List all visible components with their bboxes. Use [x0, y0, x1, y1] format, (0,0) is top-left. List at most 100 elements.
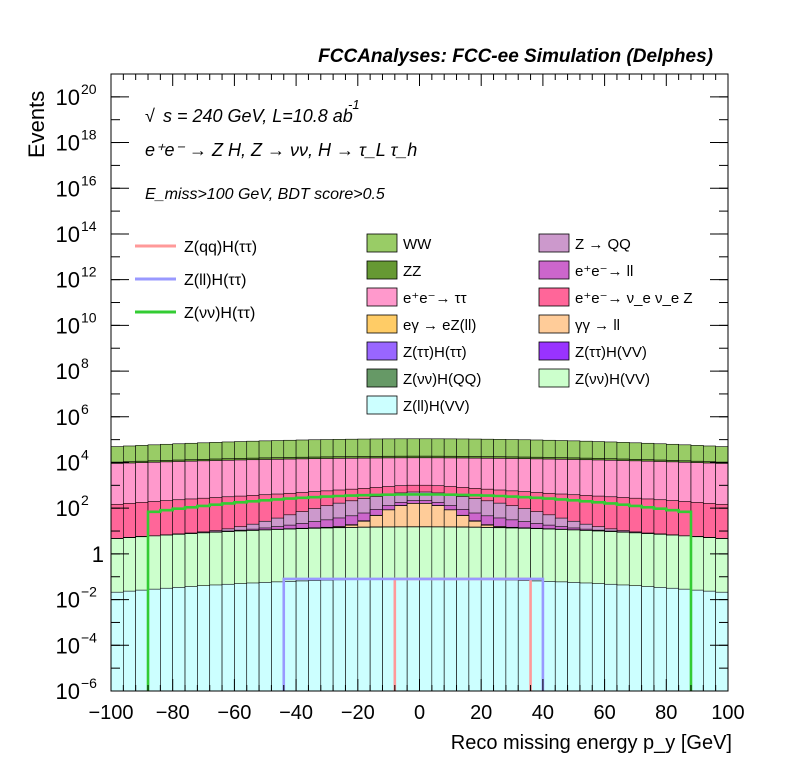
y-tick-exponent: 4 — [81, 446, 89, 462]
legend-swatch — [366, 368, 398, 388]
x-tick-label: 0 — [414, 702, 425, 724]
legend-swatch — [366, 395, 398, 415]
legend-label: e⁺e⁻→ ν_e ν_e Z — [575, 290, 693, 307]
histogram-bar — [480, 579, 494, 692]
legend-line-label: Z(ll)H(ττ) — [184, 272, 246, 289]
signal-line — [282, 577, 545, 691]
legend-label: Z(ll)H(VV) — [403, 398, 470, 415]
x-axis: −100 −80 −60 −40 −20 0 20 40 60 80 100 — [88, 74, 745, 724]
x-tick-label: 60 — [593, 702, 615, 724]
histogram-bar — [641, 586, 655, 692]
process-label: e⁺e⁻ → Z H, Z → νν, H → τ_L τ_h — [145, 140, 417, 160]
histogram-bar — [308, 580, 322, 692]
y-tick-label: 10 — [56, 176, 80, 201]
y-tick-label: 10 — [56, 85, 80, 110]
histogram-bar — [135, 589, 149, 692]
histogram-bar — [703, 590, 716, 692]
legend-swatch — [366, 341, 398, 361]
histogram-bar — [678, 588, 692, 692]
y-tick-label: 10 — [56, 679, 80, 704]
histogram-bar — [530, 580, 544, 692]
legend-swatch — [538, 368, 570, 388]
histogram-bar — [456, 578, 470, 692]
legend-label: Z(ττ)H(VV) — [575, 344, 647, 361]
legend-label: e⁺e⁻→ ll — [575, 263, 633, 280]
histogram-bar — [517, 580, 531, 692]
histogram-bar — [197, 585, 211, 692]
x-tick-label: 40 — [532, 702, 554, 724]
histogram-bar — [209, 584, 223, 692]
legend-swatch — [538, 314, 570, 334]
y-tick-label: 1 — [92, 542, 104, 567]
histogram-bar — [234, 583, 248, 692]
signal-lines — [146, 493, 693, 691]
histogram-bar — [443, 578, 457, 692]
x-tick-label: 80 — [655, 702, 677, 724]
y-tick-label: 10 — [56, 633, 80, 658]
y-tick-exponent: 14 — [81, 218, 97, 234]
histogram-bar — [542, 581, 556, 692]
histogram-bar — [554, 581, 568, 692]
y-tick-label: 10 — [56, 588, 80, 613]
y-tick-exponent: 8 — [81, 355, 89, 371]
sqrt-s-label: √ — [145, 106, 155, 126]
histogram-bar — [493, 579, 507, 692]
histogram-bar — [382, 578, 396, 692]
legend-swatch — [366, 260, 398, 280]
y-tick-exponent: 2 — [81, 492, 89, 508]
legend-swatch — [538, 341, 570, 361]
histogram-bar — [665, 587, 679, 692]
legend: Z(qq)H(ττ) Z(ll)H(ττ) Z(νν)H(ττ) WW Z → QQ ZZ… — [135, 233, 693, 415]
histogram-bar — [147, 588, 161, 692]
histogram-bar — [271, 581, 285, 692]
y-tick-label: 10 — [56, 450, 80, 475]
histogram-bar — [345, 579, 359, 692]
y-tick-exponent: −2 — [81, 584, 97, 600]
x-axis-label: Reco missing energy p_y [GeV] — [451, 732, 732, 754]
legend-label: ZZ — [403, 263, 421, 280]
histogram-bar — [591, 583, 605, 692]
x-tick-label: −20 — [341, 702, 375, 724]
histogram-bar — [406, 578, 420, 692]
annotation-block: √ s = 240 GeV, L=10.8 ab -1 e⁺e⁻ → Z H, … — [145, 97, 417, 203]
x-tick-label: −60 — [217, 702, 251, 724]
y-tick-exponent: −6 — [81, 675, 97, 691]
legend-label: Z(ττ)H(ττ) — [403, 344, 467, 361]
histogram-bar — [283, 581, 297, 692]
histogram-bar — [369, 578, 383, 692]
histogram-bar — [419, 578, 433, 692]
histogram-bar — [505, 579, 519, 692]
histogram-bar — [246, 582, 260, 692]
y-tick-exponent: 10 — [81, 309, 97, 325]
histogram-bar — [579, 582, 593, 692]
x-tick-label: 100 — [711, 702, 744, 724]
histogram-bar — [332, 579, 346, 692]
y-tick-label: 10 — [56, 313, 80, 338]
legend-label: WW — [403, 236, 432, 253]
histogram-bar — [320, 579, 334, 692]
y-tick-label: 10 — [56, 131, 80, 156]
histogram-bar — [604, 583, 618, 692]
legend-label: Z → QQ — [575, 236, 631, 253]
histogram-bar — [567, 582, 581, 692]
histogram-bar — [258, 582, 272, 692]
histogram-bar — [431, 578, 445, 692]
selection-label: E_miss>100 GeV, BDT score>0.5 — [145, 186, 385, 203]
legend-swatch — [538, 233, 570, 253]
y-tick-exponent: −4 — [81, 629, 97, 645]
y-axis-label: Events — [24, 91, 49, 158]
histogram-bar — [690, 589, 704, 692]
x-tick-label: −80 — [156, 702, 190, 724]
histogram-bar — [295, 580, 309, 692]
series-z-ll-h-vv- — [110, 578, 729, 692]
y-tick-label: 10 — [56, 405, 80, 430]
legend-line-label: Z(νν)H(ττ) — [184, 305, 255, 322]
x-tick-label: −100 — [88, 702, 133, 724]
legend-swatch — [538, 287, 570, 307]
histogram-bar — [123, 590, 136, 692]
lumi-exponent: -1 — [348, 97, 360, 112]
legend-line-label: Z(qq)H(ττ) — [184, 239, 257, 256]
y-tick-exponent: 12 — [81, 264, 97, 280]
legend-swatch — [366, 287, 398, 307]
